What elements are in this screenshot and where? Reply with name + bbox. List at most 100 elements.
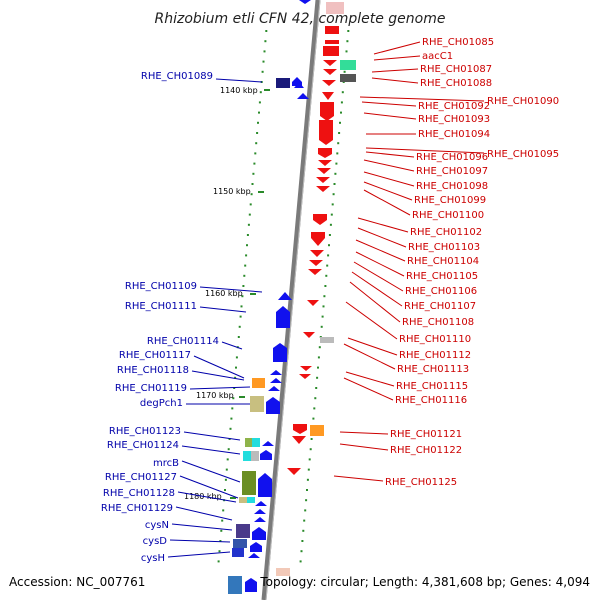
feature-rhe-ch01085[interactable] bbox=[326, 2, 344, 14]
label-rhe-ch01109[interactable]: RHE_CH01109 bbox=[125, 281, 197, 292]
label-rhe-ch01106[interactable]: RHE_CH01106 bbox=[405, 286, 477, 297]
label-rhe-ch01105[interactable]: RHE_CH01105 bbox=[406, 271, 478, 282]
feature-rhe-ch01124[interactable] bbox=[243, 451, 251, 461]
label-rhe-ch01100[interactable]: RHE_CH01100 bbox=[412, 210, 484, 221]
label-rhe-ch01099[interactable]: RHE_CH01099 bbox=[414, 195, 486, 206]
label-rhe-ch01118[interactable]: RHE_CH01118 bbox=[117, 365, 189, 376]
feature-cysd-arrow[interactable] bbox=[250, 542, 262, 552]
feature-cysh[interactable] bbox=[232, 548, 244, 557]
feature-rhe-ch01106[interactable] bbox=[308, 269, 322, 275]
label-rhe-ch01112[interactable]: RHE_CH01112 bbox=[399, 350, 471, 361]
label-rhe-ch01088[interactable]: RHE_CH01088 bbox=[420, 78, 492, 89]
feature-rhe-ch01105[interactable] bbox=[309, 260, 323, 266]
feature-aacc1[interactable] bbox=[340, 60, 356, 70]
feature-rhe-ch01117[interactable] bbox=[270, 370, 282, 375]
feature-mrcb[interactable] bbox=[258, 473, 272, 497]
feature-rhe-ch01114[interactable] bbox=[273, 343, 287, 362]
label-rhe-ch01089[interactable]: RHE_CH01089 bbox=[141, 71, 213, 82]
feature-rhe-ch01127[interactable] bbox=[242, 471, 256, 495]
label-rhe-ch01110[interactable]: RHE_CH01110 bbox=[399, 334, 471, 345]
label-rhe-ch01111[interactable]: RHE_CH01111 bbox=[125, 301, 197, 312]
feature-rhe-ch01103[interactable] bbox=[311, 232, 325, 246]
feature-rhe-ch01122[interactable] bbox=[292, 436, 306, 444]
label-rhe-ch01119[interactable]: RHE_CH01119 bbox=[115, 383, 187, 394]
label-rhe-ch01114[interactable]: RHE_CH01114 bbox=[147, 336, 219, 347]
label-rhe-ch01087[interactable]: RHE_CH01087 bbox=[420, 64, 492, 75]
feature-rhe-ch01104[interactable] bbox=[310, 250, 324, 257]
label-rhe-ch01125[interactable]: RHE_CH01125 bbox=[385, 477, 457, 488]
label-rhe-ch01104[interactable]: RHE_CH01104 bbox=[407, 256, 479, 267]
feature-rhe-ch01119[interactable] bbox=[250, 396, 264, 412]
feature-bottom-pink[interactable] bbox=[276, 568, 290, 576]
label-rhe-ch01127[interactable]: RHE_CH01127 bbox=[105, 472, 177, 483]
label-rhe-ch01092[interactable]: RHE_CH01092 bbox=[418, 101, 490, 112]
label-rhe-ch01103[interactable]: RHE_CH01103 bbox=[408, 242, 480, 253]
feature-rhe-ch01089[interactable] bbox=[276, 78, 290, 88]
feature-rhe-ch01125[interactable] bbox=[287, 468, 301, 475]
feature-rhe-ch01112[interactable] bbox=[320, 337, 334, 343]
label-rhe-ch01128[interactable]: RHE_CH01128 bbox=[103, 488, 175, 499]
label-rhe-ch01121[interactable]: RHE_CH01121 bbox=[390, 429, 462, 440]
feature-rhe-ch01117-b[interactable] bbox=[270, 378, 282, 383]
label-rhe-ch01093[interactable]: RHE_CH01093 bbox=[418, 114, 490, 125]
feature-rhe-ch01124-b[interactable] bbox=[251, 451, 259, 461]
label-rhe-ch01124[interactable]: RHE_CH01124 bbox=[107, 440, 179, 451]
feature-cysh-arrow[interactable] bbox=[248, 553, 260, 558]
label-rhe-ch01090[interactable]: RHE_CH01090 bbox=[487, 96, 559, 107]
label-rhe-ch01107[interactable]: RHE_CH01107 bbox=[404, 301, 476, 312]
feature-bottom-blue[interactable] bbox=[228, 576, 242, 594]
feature-rhe-ch01094[interactable] bbox=[319, 120, 333, 145]
feature-rhe-ch01123-c[interactable] bbox=[262, 441, 274, 446]
feature-rhe-ch01121-orange[interactable] bbox=[310, 425, 324, 436]
feature-arrow-c[interactable] bbox=[322, 80, 336, 86]
feature-rhe-ch01091[interactable] bbox=[297, 93, 309, 99]
feature-rhe-ch01128-c[interactable] bbox=[255, 501, 267, 506]
feature-rhe-ch01102[interactable] bbox=[313, 214, 327, 225]
feature-rhe-ch01092[interactable] bbox=[320, 102, 334, 121]
feature-rhe-ch01098[interactable] bbox=[317, 168, 331, 174]
label-rhe-ch01095[interactable]: RHE_CH01095 bbox=[487, 149, 559, 160]
feature-rhe-ch01128[interactable] bbox=[239, 497, 247, 503]
label-rhe-ch01123[interactable]: RHE_CH01123 bbox=[109, 426, 181, 437]
feature-rhe-ch01096[interactable] bbox=[318, 148, 332, 158]
feature-rhe-ch01107[interactable] bbox=[307, 300, 319, 306]
feature-block-a[interactable] bbox=[323, 46, 339, 56]
feature-rhe-ch01090-fwd[interactable] bbox=[294, 82, 304, 88]
label-rhe-ch01097[interactable]: RHE_CH01097 bbox=[416, 166, 488, 177]
label-rhe-ch01129[interactable]: RHE_CH01129 bbox=[101, 503, 173, 514]
feature-rhe-ch01128-b[interactable] bbox=[247, 497, 255, 503]
feature-rhe-ch01115[interactable] bbox=[299, 374, 311, 379]
feature-rhe-ch01113[interactable] bbox=[300, 366, 312, 371]
label-rhe-ch01102[interactable]: RHE_CH01102 bbox=[410, 227, 482, 238]
label-rhe-ch01085[interactable]: RHE_CH01085 bbox=[422, 37, 494, 48]
feature-bottom-arrow[interactable] bbox=[245, 578, 257, 592]
feature-rhe-ch01118[interactable] bbox=[252, 378, 265, 388]
label-rhe-ch01113[interactable]: RHE_CH01113 bbox=[397, 364, 469, 375]
feature-rhe-ch01100[interactable] bbox=[316, 186, 330, 192]
feature-rhe-ch01109[interactable] bbox=[278, 292, 292, 300]
feature-rhe-ch01121[interactable] bbox=[293, 424, 307, 434]
feature-cysd[interactable] bbox=[233, 539, 247, 548]
feature-rhe-ch01088[interactable] bbox=[340, 74, 356, 82]
feature-rhe-ch01099[interactable] bbox=[316, 177, 330, 183]
feature-rhe-ch01118-b[interactable] bbox=[268, 386, 280, 391]
feature-rhe-ch01123-b[interactable] bbox=[252, 438, 260, 447]
feature-cysn-arrow[interactable] bbox=[252, 527, 266, 540]
label-degpch1[interactable]: degPch1 bbox=[140, 398, 183, 409]
label-aacc1[interactable]: aacC1 bbox=[422, 51, 453, 62]
feature-rhe-ch01090[interactable] bbox=[322, 92, 334, 100]
feature-rhe-ch01129-b[interactable] bbox=[254, 517, 266, 522]
label-mrcb[interactable]: mrcB bbox=[153, 458, 179, 469]
feature-rhe-ch01129[interactable] bbox=[254, 509, 266, 514]
label-rhe-ch01098[interactable]: RHE_CH01098 bbox=[416, 181, 488, 192]
label-cysd[interactable]: cysD bbox=[143, 536, 168, 547]
label-rhe-ch01116[interactable]: RHE_CH01116 bbox=[395, 395, 467, 406]
feature-top-blue[interactable] bbox=[299, 0, 311, 4]
label-cysn[interactable]: cysN bbox=[145, 520, 169, 531]
label-rhe-ch01108[interactable]: RHE_CH01108 bbox=[402, 317, 474, 328]
feature-rhe-ch01085-arrow[interactable] bbox=[325, 26, 339, 44]
feature-arrow-a[interactable] bbox=[323, 60, 337, 66]
feature-cysn[interactable] bbox=[236, 524, 250, 538]
feature-rhe-ch01110[interactable] bbox=[303, 332, 315, 338]
feature-rhe-ch01124-c[interactable] bbox=[260, 450, 272, 460]
